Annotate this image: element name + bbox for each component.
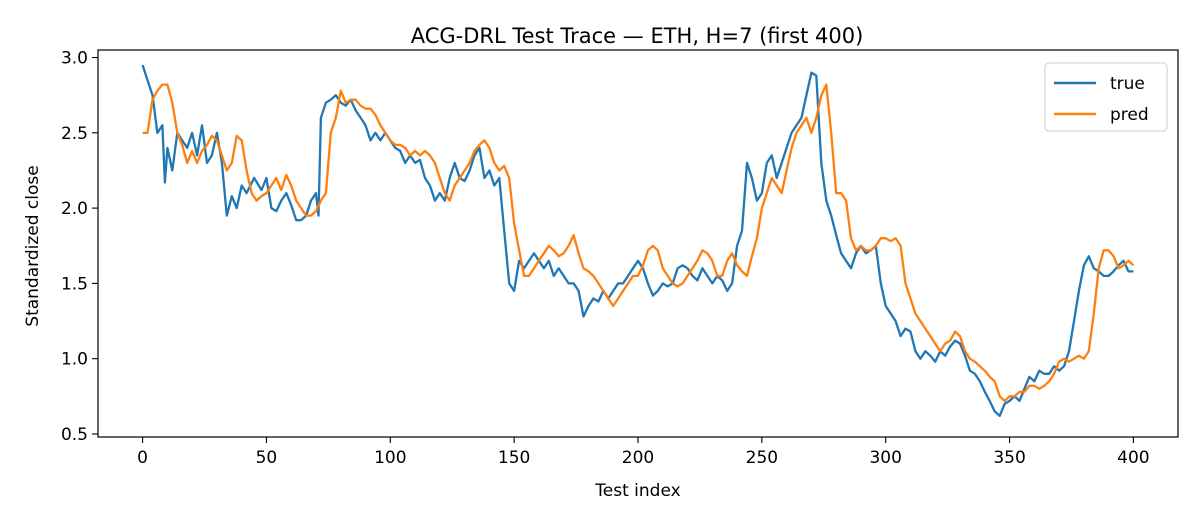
y-tick-label: 0.5	[61, 425, 88, 445]
x-axis-label: Test index	[594, 481, 680, 501]
legend-box	[1044, 62, 1168, 132]
y-tick-label: 2.5	[61, 124, 88, 144]
x-tick-label: 400	[1117, 448, 1149, 468]
legend-label-pred: pred	[1110, 105, 1149, 125]
x-tick-label: 0	[137, 448, 148, 468]
x-tick-label: 100	[374, 448, 406, 468]
x-tick-label: 50	[256, 448, 278, 468]
y-axis-label: Standardized close	[23, 165, 43, 326]
x-tick-label: 150	[498, 448, 530, 468]
chart-title: ACG-DRL Test Trace — ETH, H=7 (first 400…	[411, 24, 864, 48]
x-axis-ticks: 0 50 100 150 200 250 300 350 400	[137, 437, 1150, 468]
plot-series	[141, 64, 1135, 418]
y-tick-label: 1.5	[61, 274, 88, 294]
y-tick-label: 1.0	[61, 350, 88, 370]
x-tick-label: 300	[869, 448, 901, 468]
x-tick-label: 200	[622, 448, 654, 468]
legend: true pred	[1044, 62, 1168, 132]
series-line-true	[141, 64, 1134, 418]
y-axis-ticks: 0.5 1.0 1.5 2.0 2.5 3.0	[61, 49, 98, 445]
x-tick-label: 250	[746, 448, 778, 468]
y-tick-label: 2.0	[61, 199, 88, 219]
x-tick-label: 350	[993, 448, 1025, 468]
series-line-pred	[142, 83, 1135, 403]
legend-label-true: true	[1110, 74, 1145, 94]
y-tick-label: 3.0	[61, 49, 88, 69]
